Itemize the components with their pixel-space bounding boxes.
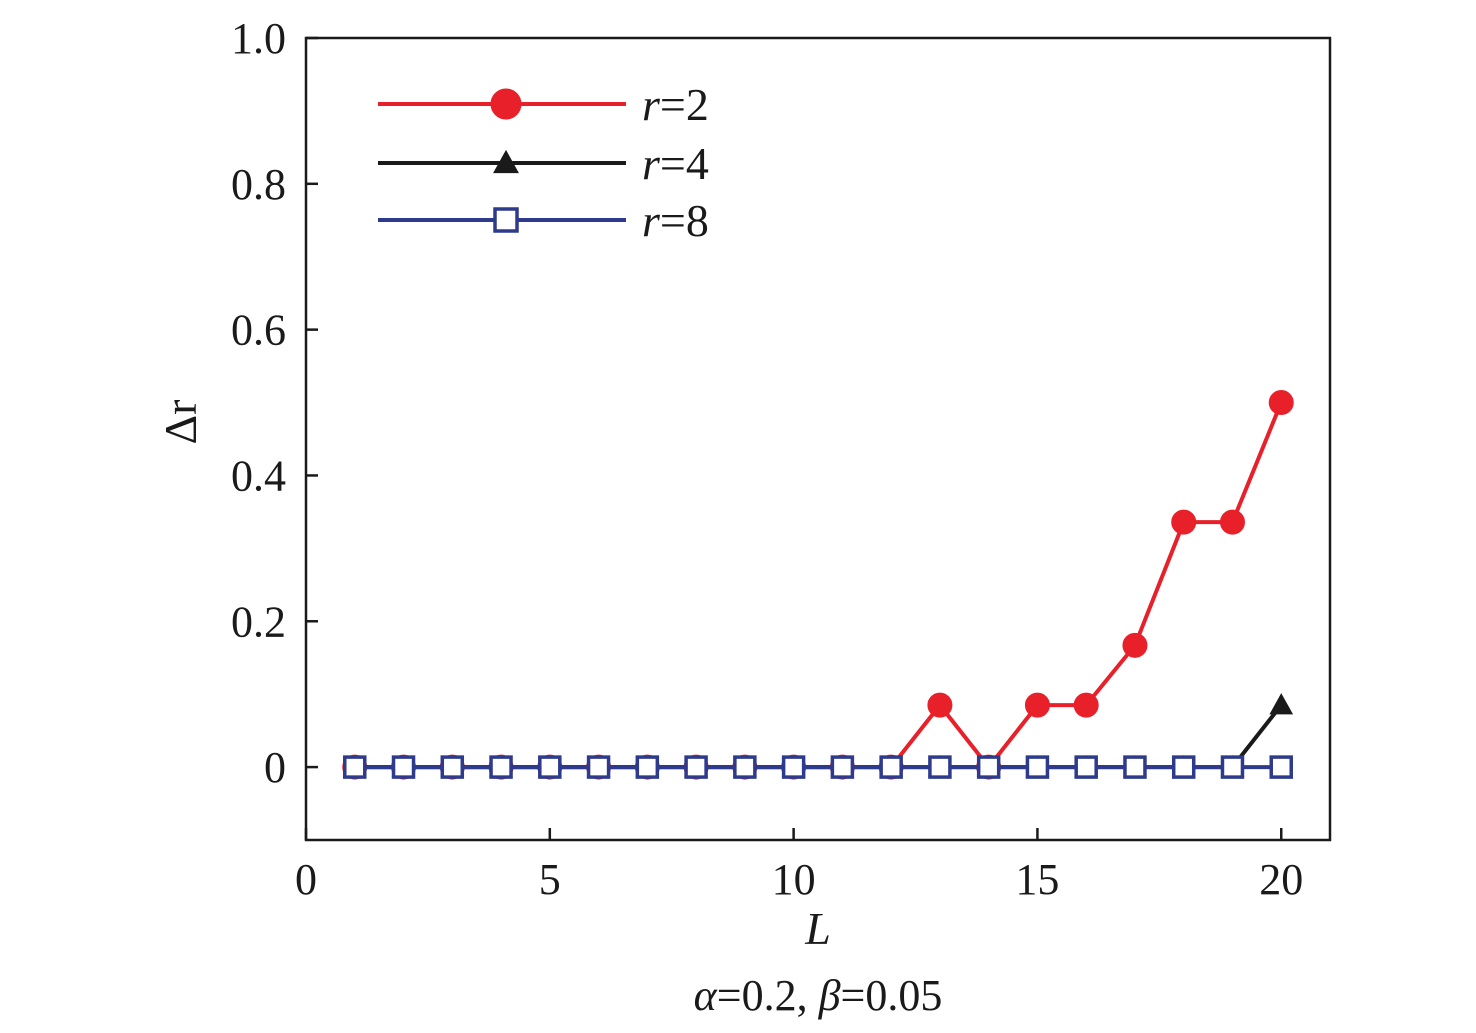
data-point	[1073, 692, 1099, 718]
legend-label: r=4	[642, 138, 709, 189]
legend-entry: r=8	[378, 195, 709, 246]
data-point	[1269, 755, 1293, 779]
caption-beta-value: =0.05	[841, 971, 943, 1020]
y-tick-label: 0.6	[231, 306, 286, 355]
x-axis: 0 5 10 15 20	[295, 828, 1303, 904]
y-tick-label: 0.8	[231, 160, 286, 209]
x-tick-label: 10	[772, 855, 816, 904]
legend-marker	[493, 207, 519, 233]
plot-frame	[304, 36, 1332, 842]
x-tick-label: 20	[1259, 855, 1303, 904]
x-tick-label: 15	[1015, 855, 1059, 904]
legend-label-var: r	[642, 195, 661, 246]
chart-caption: α=0.2, β=0.05	[694, 971, 943, 1020]
legend: r=2r=4r=8	[378, 79, 709, 246]
legend-label-value: =4	[660, 138, 709, 189]
data-point	[1171, 755, 1196, 779]
y-tick-label: 1.0	[231, 14, 286, 63]
caption-alpha-value: =0.2,	[717, 971, 819, 1020]
series-r2	[342, 390, 1294, 780]
data-point	[976, 755, 1001, 779]
data-point	[928, 755, 952, 779]
data-point	[1122, 632, 1148, 658]
x-axis-title: L	[804, 903, 831, 954]
legend-label-var: r	[642, 138, 661, 189]
data-point	[635, 755, 660, 779]
data-point	[343, 755, 367, 779]
legend-label: r=8	[642, 195, 709, 246]
y-axis-title-text: Δr	[155, 400, 206, 445]
data-point	[1171, 509, 1197, 535]
legend-entry: r=4	[378, 138, 709, 189]
data-point	[1025, 755, 1050, 779]
legend-label-value: =8	[660, 195, 709, 246]
y-axis: 0 0.2 0.4 0.6 0.8 1.0	[231, 14, 318, 792]
series-line	[354, 401, 1284, 770]
legend-entry: r=2	[378, 79, 709, 130]
legend-marker	[490, 88, 522, 120]
x-tick-label: 5	[539, 855, 561, 904]
y-tick-label: 0.4	[231, 451, 286, 500]
data-point	[684, 755, 708, 779]
legend-label-var: r	[642, 79, 661, 130]
data-point	[1268, 390, 1294, 416]
caption-alpha-symbol: α	[694, 971, 718, 1020]
data-point	[391, 755, 416, 779]
caption-beta-symbol: β	[818, 971, 841, 1020]
legend-label-value: =2	[660, 79, 709, 130]
data-point	[1269, 693, 1294, 715]
plot-border	[304, 36, 1332, 842]
data-point	[927, 692, 953, 718]
series-layer	[342, 390, 1294, 780]
data-point	[586, 755, 611, 779]
x-tick-label: 0	[295, 855, 317, 904]
y-tick-label: 0	[264, 743, 286, 792]
legend-label: r=2	[642, 79, 709, 130]
data-point	[879, 755, 903, 779]
data-point	[781, 755, 806, 779]
data-point	[1123, 755, 1147, 779]
data-point	[1024, 692, 1050, 718]
legend-marker	[493, 149, 519, 174]
data-point	[489, 755, 513, 779]
series-r8	[343, 755, 1293, 779]
data-point	[830, 755, 855, 779]
data-point	[538, 755, 562, 779]
y-tick-label: 0.2	[231, 597, 286, 646]
data-point	[1220, 755, 1245, 779]
series-r4	[342, 693, 1294, 777]
data-point	[1219, 509, 1245, 535]
data-point	[1074, 755, 1098, 779]
data-point	[733, 755, 757, 779]
data-point	[440, 755, 465, 779]
y-axis-title: Δr	[155, 400, 206, 445]
